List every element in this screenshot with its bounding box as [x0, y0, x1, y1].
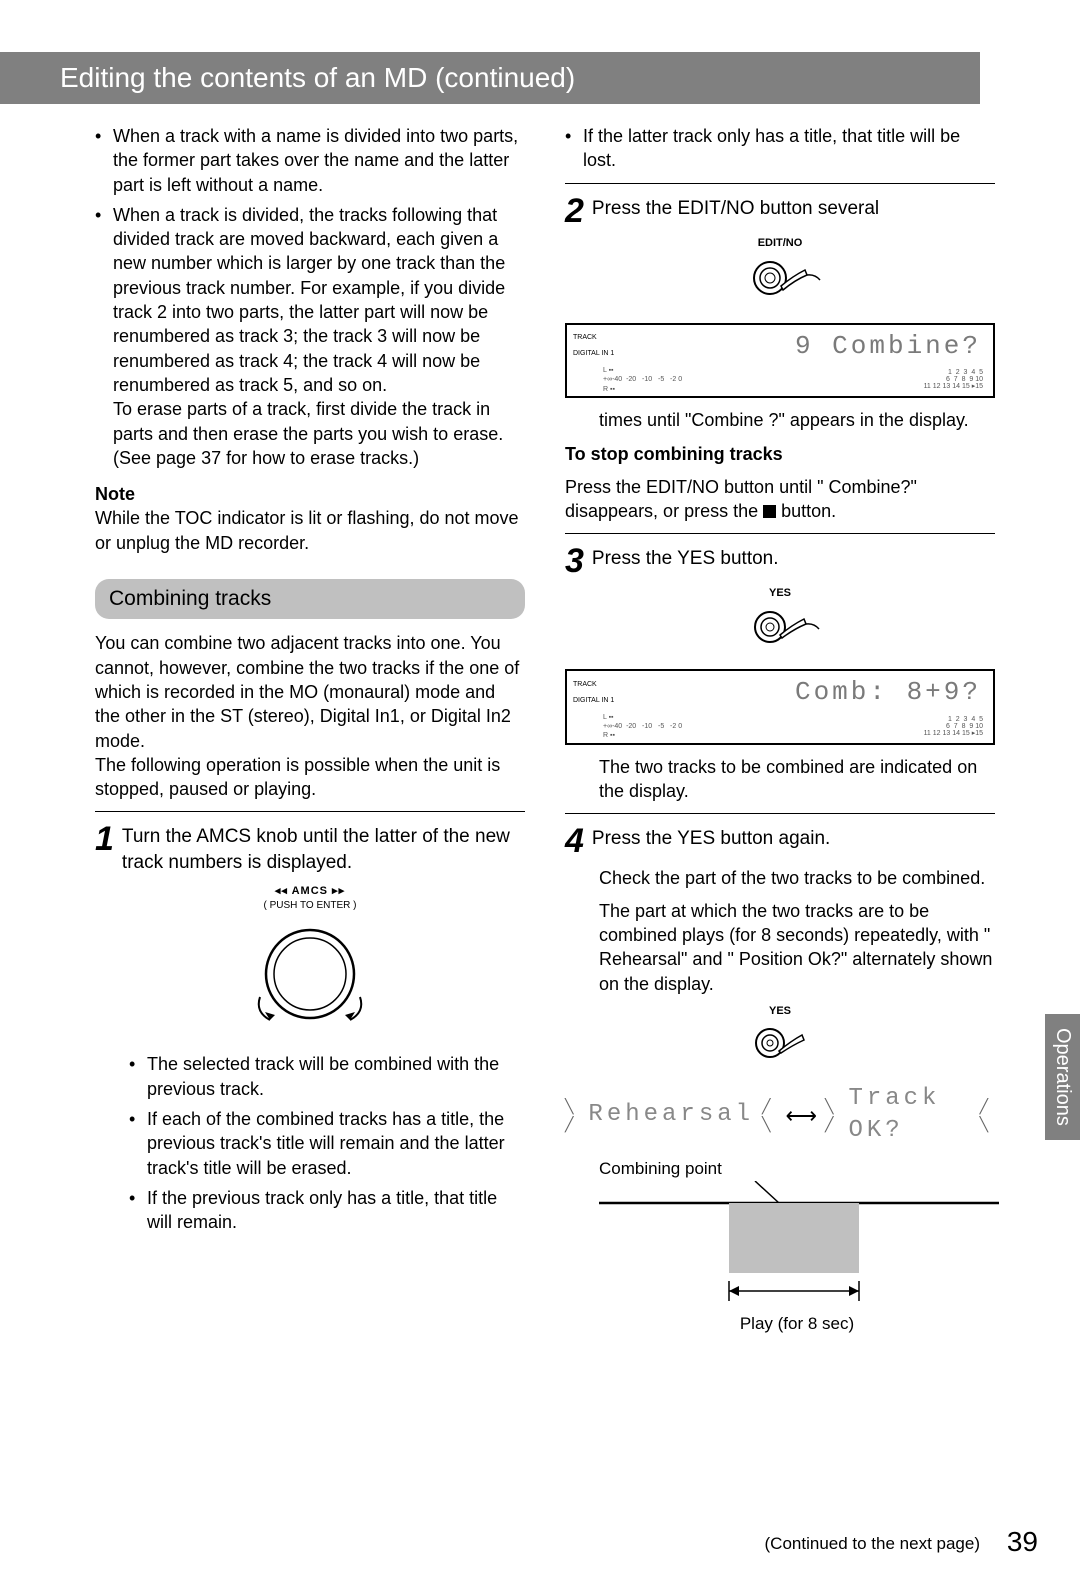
- page-header: Editing the contents of an MD (continued…: [0, 52, 980, 104]
- lcd-combine: TRACK DIGITAL IN 1 9 Combine? L ▪▪ +∞-40…: [565, 323, 995, 398]
- sparkle-icon: ╲ ╱: [825, 1097, 840, 1135]
- sparkle-icon: ╱ ╲: [980, 1097, 995, 1135]
- step2-after: times until "Combine ?" appears in the d…: [599, 408, 995, 432]
- lcd-track-label: TRACK: [573, 334, 628, 342]
- bullet-item: The selected track will be combined with…: [129, 1052, 525, 1101]
- press-button-icon: [735, 601, 825, 657]
- yes-button-diagram: YES: [565, 586, 995, 663]
- yes-button-diagram-2: YES: [565, 1004, 995, 1077]
- edit-no-button-diagram: EDIT/NO: [565, 236, 995, 317]
- lcd-track-numbers: 1 2 3 4 5 6 7 8 9 10 11 12 13 14 15 ▸15: [924, 369, 987, 390]
- step4-after2: The part at which the two tracks are to …: [599, 899, 995, 996]
- step3-after: The two tracks to be combined are indica…: [599, 755, 995, 804]
- lcd-track-label: TRACK: [573, 681, 628, 689]
- combining-intro: You can combine two adjacent tracks into…: [95, 631, 525, 801]
- lcd-comb89: TRACK DIGITAL IN 1 Comb: 8+9? L ▪▪ +∞-40…: [565, 669, 995, 744]
- step1-bullets: The selected track will be combined with…: [129, 1052, 525, 1234]
- step4-after1: Check the part of the two tracks to be c…: [599, 866, 995, 890]
- lcd-main-text: Comb: 8+9?: [628, 675, 987, 710]
- bullet-item: If each of the combined tracks has a tit…: [129, 1107, 525, 1180]
- stop-combining-heading: To stop combining tracks: [565, 442, 995, 466]
- step-text: Press the YES button again.: [592, 826, 995, 852]
- note-label: Note: [95, 482, 525, 506]
- top-bullets: When a track with a name is divided into…: [95, 124, 525, 470]
- button-label: YES: [565, 1004, 995, 1019]
- bullet-item: When a track with a name is divided into…: [95, 124, 525, 197]
- button-label: YES: [565, 586, 995, 601]
- right-top-bullet: If the latter track only has a title, th…: [565, 124, 995, 173]
- press-button-icon: [735, 1019, 825, 1071]
- divider: [565, 813, 995, 814]
- divider: [565, 533, 995, 534]
- lcd-digital-label: DIGITAL IN 1: [573, 350, 628, 358]
- step-number: 1: [95, 822, 114, 856]
- knob-sublabel: ( PUSH TO ENTER ): [95, 899, 525, 913]
- stop-combining-text: Press the EDIT/NO button until " Combine…: [565, 475, 995, 524]
- lcd-digital-label: DIGITAL IN 1: [573, 697, 628, 705]
- stop-text-b: button.: [776, 501, 836, 521]
- step-1: 1 Turn the AMCS knob until the latter of…: [95, 824, 525, 875]
- right-column: If the latter track only has a title, th…: [565, 124, 995, 1336]
- step-number: 4: [565, 824, 584, 858]
- combining-point-label: Combining point: [599, 1159, 722, 1178]
- step-text: Turn the AMCS knob until the latter of t…: [122, 824, 525, 875]
- bullet-item: If the previous track only has a title, …: [129, 1186, 525, 1235]
- divider: [95, 811, 525, 812]
- step-2: 2 Press the EDIT/NO button several: [565, 196, 995, 228]
- bullet-item: If the latter track only has a title, th…: [565, 124, 995, 173]
- amcs-knob-diagram: ◂◂ AMCS ▸▸ ( PUSH TO ENTER ): [95, 884, 525, 1039]
- button-label: EDIT/NO: [565, 236, 995, 251]
- step-number: 2: [565, 194, 584, 228]
- knob-icon: [240, 912, 380, 1032]
- press-button-icon: [735, 250, 825, 310]
- step-3: 3 Press the YES button.: [565, 546, 995, 578]
- track-ok-text: Track OK?: [848, 1083, 971, 1148]
- sparkle-icon: ╱ ╲: [762, 1097, 777, 1135]
- stop-icon: [763, 505, 776, 518]
- continued-note: (Continued to the next page): [765, 1534, 980, 1554]
- rehearsal-text: Rehearsal: [588, 1099, 754, 1131]
- step-4: 4 Press the YES button again.: [565, 826, 995, 858]
- rehearsal-display-row: ╲ ╱ Rehearsal ╱ ╲ ⟷ ╲ ╱ Track OK? ╱ ╲: [565, 1083, 995, 1148]
- divider: [565, 183, 995, 184]
- step-text: Press the YES button.: [592, 546, 995, 572]
- knob-label: ◂◂ AMCS ▸▸: [95, 884, 525, 899]
- sparkle-icon: ╲ ╱: [565, 1097, 580, 1135]
- stop-text-a: Press the EDIT/NO button until " Combine…: [565, 477, 917, 521]
- combining-heading: Combining tracks: [95, 579, 525, 619]
- page-title: Editing the contents of an MD (continued…: [60, 62, 575, 94]
- swap-arrow-icon: ⟷: [785, 1101, 817, 1131]
- left-column: When a track with a name is divided into…: [95, 124, 525, 1336]
- lcd-meter: L ▪▪ +∞-40 -20 -10 -5 -2 0 R ▪▪: [573, 366, 924, 394]
- lcd-main-text: 9 Combine?: [628, 329, 987, 364]
- lcd-track-numbers: 1 2 3 4 5 6 7 8 9 10 11 12 13 14 15 ▸15: [924, 716, 987, 737]
- note-text: While the TOC indicator is lit or flashi…: [95, 506, 525, 555]
- bullet-item: When a track is divided, the tracks foll…: [95, 203, 525, 470]
- step-text: Press the EDIT/NO button several: [592, 196, 995, 222]
- content-columns: When a track with a name is divided into…: [0, 104, 1080, 1336]
- combining-diagram-svg: [599, 1181, 999, 1331]
- lcd-meter: L ▪▪ +∞-40 -20 -10 -5 -2 0 R ▪▪: [573, 713, 924, 741]
- page-number: 39: [1007, 1526, 1038, 1558]
- combining-point-diagram: Combining point Play (for 8 sec): [599, 1156, 995, 1336]
- side-tab-operations: Operations: [1045, 1014, 1080, 1140]
- step-number: 3: [565, 544, 584, 578]
